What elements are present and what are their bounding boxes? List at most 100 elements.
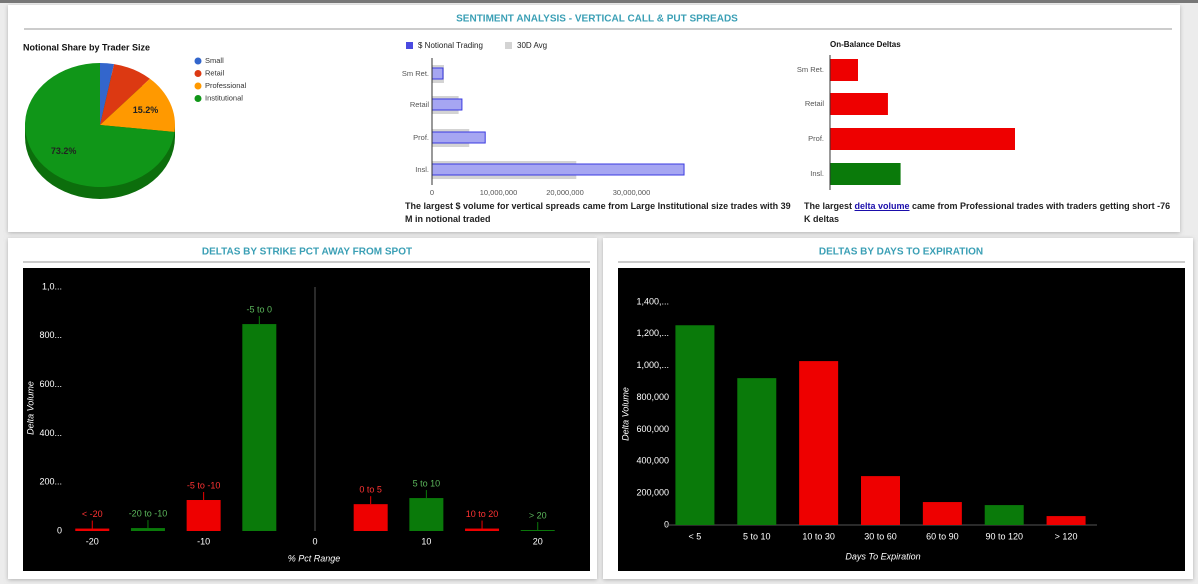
legend-swatch — [406, 42, 413, 49]
y-tick-label: Prof. — [808, 134, 824, 143]
top-strip — [0, 0, 1198, 3]
bar — [737, 378, 777, 525]
legend-label: Professional — [205, 81, 247, 90]
bar-label: 0 to 5 — [359, 485, 382, 495]
x-axis-label: % Pct Range — [288, 553, 341, 563]
chart-title: DELTAS BY STRIKE PCT AWAY FROM SPOT — [202, 247, 412, 258]
y-tick-label: Insl. — [810, 169, 824, 178]
bar — [431, 67, 444, 80]
panel-title: SENTIMENT ANALYSIS - VERTICAL CALL & PUT… — [456, 14, 738, 25]
x-tick-label: 10 — [421, 536, 431, 546]
caption-text: The largest — [804, 201, 855, 211]
pie-slice — [100, 63, 115, 125]
bar — [830, 163, 901, 185]
bar — [675, 325, 715, 525]
slice-label: 73.2% — [51, 146, 77, 156]
y-tick-label: Retail — [410, 100, 430, 109]
y-tick-label: 400... — [39, 428, 62, 438]
legend-swatch — [194, 95, 202, 102]
pie-slice — [100, 78, 175, 132]
x-tick-label: < 5 — [689, 531, 702, 541]
legend-swatch — [505, 42, 512, 49]
y-tick-label: 1,400,... — [636, 296, 669, 306]
slice-label: 15.2% — [133, 105, 159, 115]
legend-swatch — [194, 57, 202, 65]
legend-swatch — [194, 82, 202, 90]
pie-slice — [25, 63, 175, 188]
y-axis-label: Delta Volume — [620, 387, 630, 441]
x-tick-label: 90 to 120 — [985, 531, 1023, 541]
legend-swatch — [194, 70, 202, 77]
x-tick-label: 10,000,000 — [480, 188, 518, 197]
y-tick-label: 1,000,... — [636, 360, 669, 370]
legend-label: $ Notional Trading — [418, 41, 483, 50]
bar — [922, 502, 962, 525]
legend-label: Retail — [205, 68, 225, 77]
bar — [830, 59, 858, 81]
x-axis-label: Days To Expiration — [845, 551, 920, 561]
bar — [861, 476, 900, 525]
y-tick-label: Insl. — [415, 165, 429, 174]
y-tick-label: 0 — [57, 525, 62, 535]
bar — [465, 528, 500, 531]
x-tick-label: 10 to 30 — [802, 531, 835, 541]
y-tick-label: 200,000 — [636, 488, 669, 498]
x-tick-label: 5 to 10 — [743, 531, 771, 541]
y-tick-label: 1,200,... — [636, 328, 669, 338]
y-tick-label: 800,000 — [636, 392, 669, 402]
bar — [75, 528, 110, 531]
y-tick-label: 600... — [39, 379, 62, 389]
legend-label: Small — [205, 56, 224, 65]
x-tick-label: 20,000,000 — [546, 188, 584, 197]
x-tick-label: 30 to 60 — [864, 531, 897, 541]
bar-label: < -20 — [82, 509, 103, 519]
bar — [431, 163, 685, 176]
x-tick-label: > 120 — [1055, 531, 1078, 541]
bar — [353, 504, 388, 531]
legend-label: 30D Avg — [517, 41, 547, 50]
x-tick-label: -10 — [197, 536, 210, 546]
y-tick-label: 200... — [39, 477, 62, 487]
legend-label: Institutional — [205, 93, 243, 102]
y-tick-label: 600,000 — [636, 424, 669, 434]
bar — [431, 98, 463, 111]
bar — [431, 131, 486, 144]
bar — [830, 93, 888, 115]
y-tick-label: Sm Ret. — [402, 69, 429, 78]
bar — [130, 528, 165, 531]
x-tick-label: -20 — [86, 536, 99, 546]
bar — [520, 530, 555, 531]
caption: The largest delta volume came from Profe… — [804, 200, 1174, 226]
bar-label: 10 to 20 — [466, 509, 499, 519]
caption: The largest $ volume for vertical spread… — [405, 201, 791, 224]
y-tick-label: Prof. — [413, 133, 429, 142]
bar-label: -20 to -10 — [129, 508, 168, 518]
y-tick-label: Retail — [805, 99, 825, 108]
bar-label: -5 to -10 — [187, 480, 221, 490]
bar-label: -5 to 0 — [247, 304, 273, 314]
chart-title: DELTAS BY DAYS TO EXPIRATION — [819, 247, 983, 258]
x-tick-label: 20 — [533, 536, 543, 546]
x-tick-label: 0 — [430, 188, 434, 197]
bar — [799, 361, 839, 525]
panel — [8, 5, 1180, 232]
y-tick-label: 400,000 — [636, 456, 669, 466]
bar — [1046, 516, 1086, 525]
y-tick-label: Sm Ret. — [797, 65, 824, 74]
bar-label: 5 to 10 — [413, 478, 441, 488]
bar-label: > 20 — [529, 510, 547, 520]
y-tick-label: 1,0... — [42, 281, 62, 291]
pie-slice — [100, 64, 150, 125]
chart-title: Notional Share by Trader Size — [23, 42, 150, 52]
chart-title: On-Balance Deltas — [830, 40, 901, 49]
x-tick-label: 30,000,000 — [613, 188, 651, 197]
x-tick-label: 60 to 90 — [926, 531, 959, 541]
x-tick-label: 0 — [312, 536, 317, 546]
caption-link[interactable]: delta volume — [854, 201, 910, 211]
chart-background — [23, 268, 590, 571]
y-tick-label: 0 — [664, 519, 669, 529]
bar — [242, 324, 277, 531]
y-axis-label: Delta Volume — [25, 381, 35, 435]
